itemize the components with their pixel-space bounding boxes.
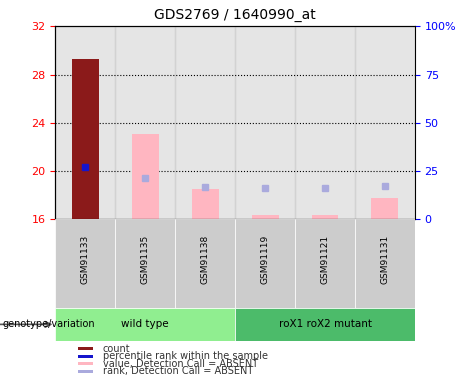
Bar (312, 214, 338, 219)
Bar (355, 219, 415, 308)
Bar (295, 26, 355, 219)
Text: GSM91135: GSM91135 (141, 234, 150, 284)
Bar (78, 347, 93, 350)
Text: percentile rank within the sample: percentile rank within the sample (103, 351, 268, 361)
Title: GDS2769 / 1640990_at: GDS2769 / 1640990_at (154, 9, 316, 22)
Bar (55, 308, 235, 341)
Text: GSM91121: GSM91121 (320, 234, 330, 284)
Bar (295, 219, 355, 308)
Bar (175, 219, 235, 308)
Bar (175, 26, 235, 219)
Text: value, Detection Call = ABSENT: value, Detection Call = ABSENT (103, 358, 258, 369)
Bar (252, 214, 278, 219)
Text: wild type: wild type (121, 320, 169, 329)
Bar (372, 198, 398, 219)
Text: roX1 roX2 mutant: roX1 roX2 mutant (278, 320, 372, 329)
Bar (235, 219, 295, 308)
Text: GSM91131: GSM91131 (380, 234, 390, 284)
Bar (78, 362, 93, 365)
Text: GSM91119: GSM91119 (260, 234, 270, 284)
Text: GSM91133: GSM91133 (81, 234, 90, 284)
Bar (78, 354, 93, 357)
Bar (55, 219, 115, 308)
Bar (132, 134, 159, 219)
Text: count: count (103, 344, 130, 354)
Bar (55, 26, 115, 219)
Bar (192, 189, 219, 219)
Bar (78, 369, 93, 372)
Text: genotype/variation: genotype/variation (2, 320, 95, 329)
Bar (115, 26, 175, 219)
Bar (355, 26, 415, 219)
Bar (235, 308, 415, 341)
Bar (235, 26, 295, 219)
Text: GSM91138: GSM91138 (201, 234, 210, 284)
Text: rank, Detection Call = ABSENT: rank, Detection Call = ABSENT (103, 366, 253, 375)
Bar (115, 219, 175, 308)
Bar (72, 59, 99, 219)
